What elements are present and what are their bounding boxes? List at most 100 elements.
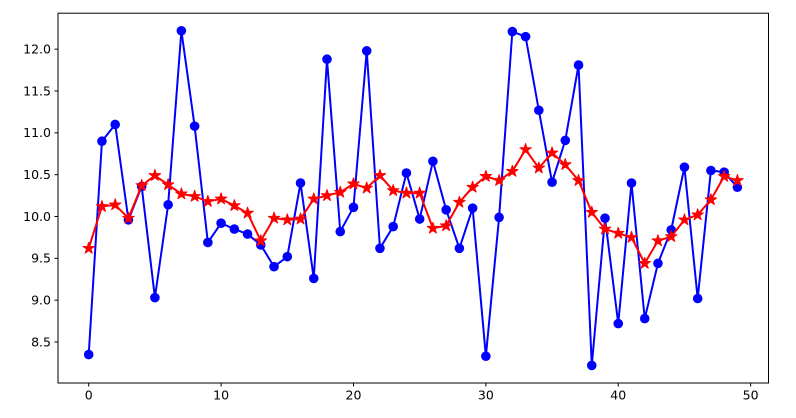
- smoothed-series-data-point: [214, 192, 228, 205]
- raw-series-data-point: [573, 60, 584, 70]
- smoothed-series-data-point: [572, 174, 585, 186]
- smoothed-series-data-point: [506, 164, 519, 177]
- smoothed-series-data-point: [267, 211, 281, 224]
- smoothed-series-data-point: [651, 234, 665, 247]
- smoothed-series-data-point: [241, 206, 254, 219]
- raw-series-data-point: [639, 313, 650, 324]
- smoothed-series-data-point: [678, 213, 691, 226]
- raw-series-data-point: [203, 237, 213, 248]
- x-tick-label: 50: [743, 388, 759, 403]
- smoothed-series-data-point: [122, 211, 135, 224]
- raw-series-data-point: [692, 293, 703, 304]
- raw-series-data-point: [547, 177, 557, 188]
- x-tick-label: 40: [610, 388, 626, 403]
- raw-series-data-point: [534, 105, 544, 116]
- raw-series-data-point: [229, 224, 240, 234]
- smoothed-series-data-point: [307, 192, 320, 205]
- raw-series-data-point: [467, 203, 478, 213]
- smoothed-series-data-point: [519, 143, 532, 155]
- y-tick-label: 10.5: [23, 167, 51, 182]
- raw-series-data-point: [242, 229, 253, 239]
- raw-series-data-point: [414, 214, 425, 224]
- raw-series-data-point: [428, 156, 438, 167]
- raw-series-line: [87, 29, 739, 367]
- raw-series-data-point: [388, 221, 398, 232]
- smoothed-series-data-point: [281, 213, 294, 226]
- smoothed-series-data-point: [254, 234, 268, 247]
- series-smoothed-series: [82, 143, 744, 269]
- raw-series-data-point: [97, 136, 107, 147]
- raw-series-data-point: [613, 318, 624, 329]
- smoothed-series-data-point: [334, 185, 347, 198]
- smoothed-series-data-point: [161, 178, 175, 191]
- smoothed-series-data-point: [373, 169, 387, 181]
- series-raw-series: [83, 25, 743, 371]
- smoothed-series-data-point: [360, 181, 373, 194]
- raw-series-data-point: [441, 205, 451, 215]
- y-tick-label: 8.5: [31, 334, 51, 349]
- raw-series-data-point: [308, 273, 319, 284]
- smoothed-series-data-point: [201, 194, 215, 207]
- y-tick-label: 9.0: [31, 292, 51, 307]
- smoothed-series-data-point: [135, 179, 148, 191]
- x-tick-label: 0: [85, 388, 93, 403]
- smoothed-series-data-point: [532, 161, 546, 174]
- smoothed-series-data-point: [559, 158, 572, 170]
- y-tick-label: 12.0: [23, 41, 51, 56]
- smoothed-series-data-point: [638, 256, 651, 269]
- smoothed-series-data-point: [466, 180, 479, 193]
- raw-series-data-point: [83, 349, 94, 360]
- raw-series-data-point: [653, 258, 663, 269]
- y-tick-label: 11.5: [23, 83, 51, 98]
- raw-series-data-point: [216, 218, 226, 228]
- raw-series-data-point: [322, 54, 332, 65]
- smoothed-series-data-point: [175, 187, 188, 200]
- y-tick-label: 9.5: [31, 251, 51, 266]
- smoothed-series-data-point: [691, 208, 704, 221]
- raw-series-data-point: [176, 25, 187, 36]
- smoothed-series-data-point: [82, 241, 95, 254]
- raw-series-data-point: [520, 31, 531, 42]
- raw-series-data-point: [481, 351, 491, 362]
- smoothed-series-data-point: [294, 212, 307, 225]
- y-tick-label: 11.0: [23, 125, 51, 140]
- raw-series-data-point: [163, 199, 173, 210]
- raw-series-data-point: [348, 202, 359, 213]
- raw-series-data-point: [586, 360, 597, 371]
- raw-series-data-point: [110, 119, 120, 130]
- raw-series-data-point: [269, 261, 279, 272]
- raw-series-data-point: [335, 226, 346, 237]
- smoothed-series-data-point: [400, 186, 413, 199]
- smoothed-series-data-point: [717, 169, 731, 182]
- smoothed-series-data-point: [453, 195, 466, 208]
- raw-series-data-point: [507, 26, 518, 37]
- smoothed-series-data-point: [320, 189, 334, 201]
- raw-series-data-point: [679, 162, 690, 172]
- raw-series-data-point: [282, 251, 293, 262]
- smoothed-series-data-point: [148, 169, 162, 181]
- smoothed-series-data-point: [612, 226, 625, 239]
- smoothed-series-data-point: [625, 230, 638, 243]
- smoothed-series-data-point: [439, 219, 453, 232]
- raw-series-data-point: [295, 178, 306, 188]
- smoothed-series-data-point: [585, 205, 598, 218]
- raw-series-data-point: [361, 46, 372, 56]
- smoothed-series-data-point: [545, 146, 559, 159]
- smoothed-series-data-point: [479, 169, 493, 182]
- raw-series-data-point: [150, 292, 160, 303]
- smoothed-series-data-point: [347, 177, 360, 190]
- raw-series-data-point: [454, 243, 465, 254]
- x-tick-label: 10: [213, 388, 229, 403]
- smoothed-series-data-point: [386, 184, 400, 196]
- smoothed-series-data-point: [704, 193, 718, 206]
- x-tick-label: 20: [346, 388, 362, 403]
- raw-series-data-point: [626, 178, 637, 188]
- raw-series-data-point: [600, 213, 610, 223]
- smoothed-series-data-point: [664, 230, 678, 242]
- smoothed-series-data-point: [598, 222, 612, 235]
- smoothed-series-data-point: [188, 189, 201, 202]
- smoothed-series-data-point: [731, 174, 744, 186]
- x-tick-label: 30: [478, 388, 494, 403]
- smoothed-series-data-point: [426, 221, 440, 234]
